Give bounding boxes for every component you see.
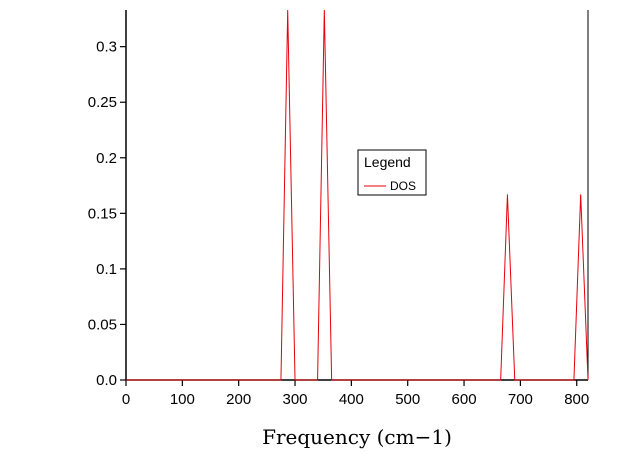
x-tick-label: 800 (564, 391, 589, 408)
y-tick-label: 0.3 (96, 39, 117, 56)
y-tick-label: 0.15 (88, 205, 117, 222)
x-tick-label: 600 (452, 391, 477, 408)
series-layer (126, 9, 589, 381)
y-tick-label: 0.1 (96, 261, 117, 278)
legend-entry-dos: DOS (390, 179, 416, 193)
y-tick-label: 0.0 (96, 372, 117, 389)
series-line-dos (126, 9, 589, 381)
x-axis-label: Frequency (cm−1) (262, 425, 452, 449)
plot-frame (125, 10, 589, 381)
x-tick-label: 700 (508, 391, 533, 408)
x-tick-label: 400 (339, 391, 364, 408)
legend-box (357, 149, 427, 196)
legend[interactable]: Legend DOS (357, 149, 427, 196)
x-tick-label: 100 (170, 391, 195, 408)
axis-ticks: 0 100 200 300 400 500 600 700 800 0.0 0.05 0.1 0.15 0… (88, 39, 589, 408)
x-tick-label: 200 (226, 391, 251, 408)
x-tick-label: 500 (395, 391, 420, 408)
y-tick-label: 0.2 (96, 150, 117, 167)
y-tick-label: 0.25 (88, 94, 117, 111)
y-tick-label: 0.05 (88, 316, 117, 333)
legend-title: Legend (364, 154, 411, 170)
x-tick-label: 300 (283, 391, 308, 408)
x-tick-label: 0 (122, 391, 130, 408)
